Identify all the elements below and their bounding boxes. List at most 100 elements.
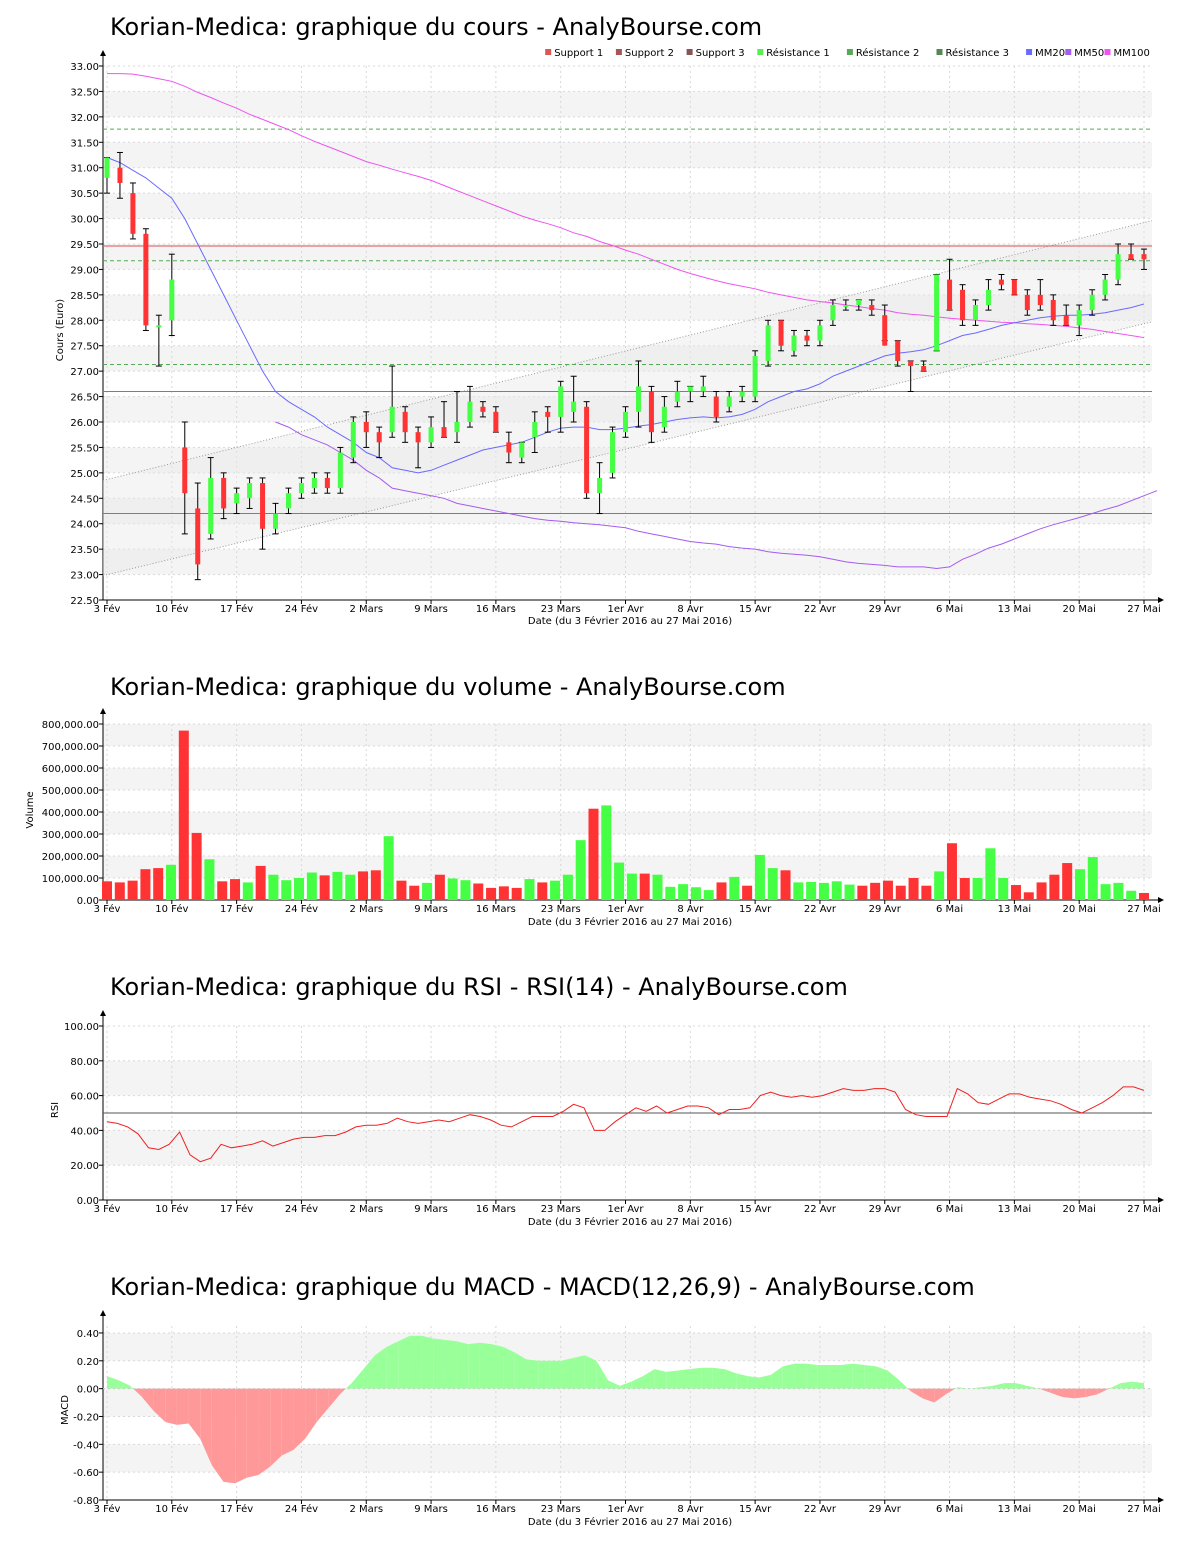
volume-bar [332, 871, 343, 900]
price-band [103, 244, 1152, 270]
rsi-ylabel: RSI [50, 1102, 61, 1118]
macd-positive-area [538, 1360, 550, 1389]
price-xtick-label: 9 Mars [414, 604, 448, 615]
legend-swatch [1104, 49, 1111, 55]
macd-xtick-label: 2 Mars [349, 1504, 383, 1515]
volume-bar [614, 862, 625, 900]
volume-bar [460, 880, 471, 900]
price-ytick-label: 28.50 [70, 291, 99, 302]
price-band [103, 549, 1152, 575]
legend-label: MM50 [1074, 48, 1104, 59]
macd-ytick-label: 0.00 [77, 1385, 99, 1396]
volume-xtick-label: 15 Avr [739, 904, 772, 915]
price-ytick-label: 29.00 [70, 265, 99, 276]
price-xtick-label: 6 Mai [936, 604, 963, 615]
candle-body [713, 396, 719, 417]
volume-bar [793, 882, 804, 900]
price-ytick-label: 22.50 [70, 596, 99, 607]
macd-positive-area [456, 1341, 469, 1389]
volume-bar [153, 868, 164, 900]
rsi-xtick-label: 15 Avr [739, 1204, 772, 1215]
volume-bar [895, 885, 906, 900]
macd-positive-area [351, 1369, 364, 1389]
macd-negative-area [165, 1388, 177, 1425]
macd-negative-area [235, 1388, 247, 1484]
volume-bar [319, 875, 330, 900]
macd-positive-area [479, 1342, 492, 1389]
candle-body [700, 386, 706, 392]
volume-ytick-label: 800,000.00 [42, 720, 99, 731]
macd-xlabel: Date (du 3 Février 2016 au 27 Mai 2016) [528, 1516, 732, 1528]
rsi-xtick-label: 20 Mai [1062, 1204, 1095, 1215]
mm50-line [275, 421, 1158, 570]
macd-xtick-label: 24 Fév [285, 1503, 318, 1515]
macd-positive-area [573, 1355, 585, 1389]
macd-positive-area [345, 1383, 352, 1389]
macd-positive-area [864, 1364, 877, 1389]
macd-positive-area [433, 1338, 445, 1389]
price-ytick-label: 28.00 [70, 316, 99, 327]
volume-bar [818, 882, 829, 900]
volume-bar [601, 805, 612, 900]
macd-xtick-label: 17 Fév [220, 1503, 253, 1515]
price-ytick-label: 27.00 [70, 367, 99, 378]
volume-bar [575, 840, 586, 900]
mm100-line [107, 73, 1145, 339]
rsi-x-arrow [1158, 1197, 1164, 1203]
price-ytick-label: 24.50 [70, 494, 99, 505]
candle-body [882, 315, 888, 346]
macd-negative-area [910, 1388, 923, 1399]
volume-bar [422, 882, 433, 900]
legend-swatch [846, 49, 853, 55]
price-xtick-label: 20 Mai [1062, 604, 1095, 615]
candle-body [169, 279, 175, 321]
macd-negative-area [246, 1388, 259, 1478]
volume-bar [345, 874, 356, 900]
candle-body [104, 157, 110, 178]
rsi-xtick-label: 10 Fév [155, 1203, 188, 1215]
volume-bar [870, 882, 881, 900]
volume-xtick-label: 13 Mai [998, 904, 1031, 915]
volume-ytick-label: 300,000.00 [42, 830, 99, 841]
price-chart-title: Korian-Medica: graphique du cours - Anal… [110, 13, 762, 41]
volume-bar [729, 876, 740, 900]
macd-negative-area [305, 1388, 317, 1439]
macd-positive-area [759, 1374, 772, 1389]
macd-positive-area [130, 1385, 134, 1389]
macd-xtick-label: 8 Avr [677, 1504, 704, 1515]
volume-bar [396, 880, 407, 900]
candle-body [1024, 294, 1030, 311]
volume-bar [268, 874, 279, 900]
volume-xtick-label: 17 Fév [220, 903, 253, 915]
macd-positive-area [503, 1346, 515, 1389]
candle-body [545, 411, 551, 417]
macd-positive-area [421, 1335, 434, 1389]
volume-bar [550, 880, 561, 900]
macd-negative-area [922, 1388, 935, 1403]
macd-ytick-label: -0.40 [73, 1440, 99, 1451]
macd-positive-area [724, 1369, 737, 1389]
volume-bar [511, 887, 522, 900]
candle-body [506, 442, 512, 453]
macd-positive-area [468, 1342, 480, 1389]
volume-bar [857, 885, 868, 900]
price-ytick-label: 23.00 [70, 571, 99, 582]
volume-bar [114, 882, 125, 900]
price-legend: Support 1 Support 2 Support 3 Résistance 1 R… [545, 47, 1150, 59]
macd-positive-area [712, 1367, 725, 1389]
macd-positive-area [957, 1387, 970, 1389]
volume-bar [166, 864, 177, 900]
volume-bar [665, 886, 676, 900]
macd-positive-area [887, 1370, 900, 1389]
volume-bar [972, 878, 983, 900]
macd-positive-area [876, 1366, 888, 1389]
price-ytick-label: 31.00 [70, 164, 99, 175]
macd-positive-area [491, 1344, 504, 1389]
macd-positive-area [608, 1380, 620, 1389]
candle-body [610, 432, 616, 473]
macd-y-arrow [100, 1310, 106, 1316]
volume-ytick-label: 200,000.00 [42, 852, 99, 863]
candle-body [195, 508, 201, 565]
volume-xtick-label: 20 Mai [1062, 904, 1095, 915]
rsi-line [106, 1086, 1145, 1163]
